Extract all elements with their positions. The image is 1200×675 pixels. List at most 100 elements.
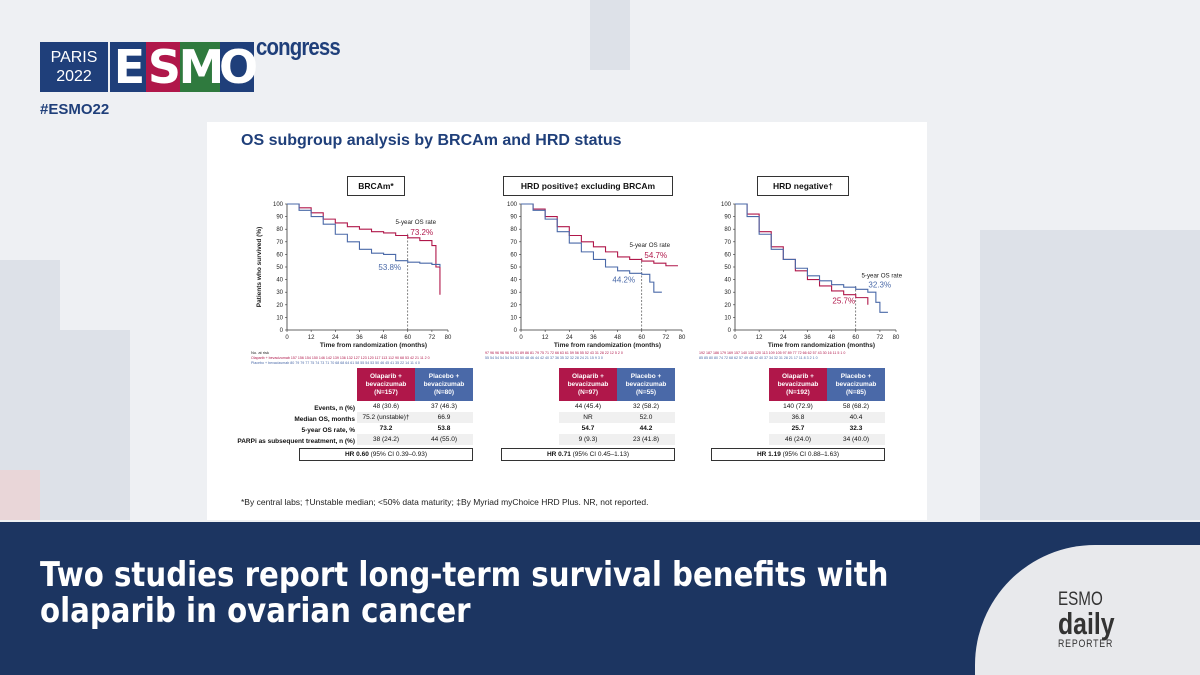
header-placebo: Placebo + bevacizumab (N=55)	[617, 368, 675, 401]
table-row: 54.7 44.2	[559, 423, 675, 434]
y-tick-label: 40	[510, 278, 517, 284]
os-rate-blue-label: 32.3%	[868, 280, 891, 289]
logo-congress-text: congress	[256, 34, 341, 61]
hazard-ratio-value: HR 1.19	[756, 451, 781, 458]
x-tick-label: 12	[756, 335, 763, 341]
table-cell: 53.8	[437, 425, 451, 432]
table-cell: 37 (46.3)	[430, 403, 458, 410]
y-tick-label: 30	[724, 290, 731, 296]
y-tick-label: 30	[510, 290, 517, 296]
y-tick-label: 20	[510, 303, 517, 309]
table-cell: 44 (55.0)	[430, 436, 458, 443]
esmo-letter-e: E	[110, 40, 146, 94]
logo-city: PARIS	[50, 49, 98, 66]
slide-image: OS subgroup analysis by BRCAm and HRD st…	[207, 122, 927, 520]
x-tick-label: 0	[733, 335, 737, 341]
hazard-ratio-value: HR 0.71	[546, 451, 571, 458]
headline-line-1: Two studies report long-term survival be…	[40, 555, 889, 595]
row-label-median-os: Median OS, months	[294, 416, 355, 423]
os-rate-blue-label: 44.2%	[612, 275, 635, 284]
y-tick-label: 80	[724, 227, 731, 233]
table-row: 9 (9.3) 23 (41.8)	[559, 434, 675, 445]
table-row-labels: Events, n (%) Median OS, months 5-year O…	[125, 403, 355, 447]
os-rate-annotation: 5-year OS rate	[395, 219, 436, 226]
x-tick-label: 24	[780, 335, 787, 341]
header-placebo: Placebo + bevacizumab (N=80)	[415, 368, 473, 401]
y-tick-label: 70	[724, 240, 731, 246]
y-tick-label: 50	[724, 265, 731, 271]
y-tick-label: 100	[721, 202, 732, 208]
hazard-ratio: HR 0.60 (95% CI 0.39–0.93)	[299, 448, 473, 461]
table-cell: 32.3	[849, 425, 863, 432]
y-tick-label: 100	[273, 202, 284, 208]
km-plot-1: 0 10 20 30 40 50 60 70 80 90 100 0 12 24 36 48 60 72 80 Tim…	[485, 202, 686, 360]
header-olaparib: Olaparib + bevacizumab (N=192)	[769, 368, 827, 401]
panel-label-1: HRD positive‡ excluding BRCAm	[503, 176, 673, 196]
y-tick-label: 0	[280, 328, 284, 334]
table-cell: 9 (9.3)	[578, 436, 598, 443]
x-axis-label: Time from randomization (months)	[768, 342, 875, 349]
at-risk-row: Placebo + bevacizumab 80 79 79 77 75 74 …	[251, 361, 420, 365]
table-cell: 58 (68.2)	[842, 403, 870, 410]
table-cell: 23 (41.8)	[632, 436, 660, 443]
slide-footnote: *By central labs; †Unstable median; <50%…	[241, 497, 649, 507]
x-tick-label: 36	[804, 335, 811, 341]
table-cell: 140 (72.9)	[783, 403, 813, 410]
table-cell: 46 (24.0)	[784, 436, 812, 443]
row-label-events: Events, n (%)	[314, 405, 355, 412]
hazard-ratio-ci: (95% CI 0.39–0.93)	[368, 451, 428, 458]
os-rate-red-label: 73.2%	[410, 228, 433, 237]
x-tick-label: 0	[285, 335, 289, 341]
at-risk-row: 192 187 186 179 169 157 140 130 120 113 …	[699, 351, 845, 355]
x-tick-label: 0	[519, 335, 523, 341]
esmo-daily-reporter-logo: ESMO daily REPORTER	[1058, 590, 1129, 651]
y-tick-label: 40	[724, 278, 731, 284]
x-tick-label: 12	[542, 335, 549, 341]
hazard-ratio-value: HR 0.60	[344, 451, 369, 458]
x-tick-label: 80	[893, 335, 900, 341]
x-tick-label: 24	[332, 335, 339, 341]
km-series-olaparib	[521, 203, 678, 267]
y-tick-label: 0	[514, 328, 518, 334]
table-row: 38 (24.2) 44 (55.0)	[357, 434, 473, 445]
x-tick-label: 36	[356, 335, 363, 341]
hazard-ratio: HR 0.71 (95% CI 0.45–1.13)	[501, 448, 675, 461]
table-cell: 38 (24.2)	[372, 436, 400, 443]
results-table-2: Olaparib + bevacizumab (N=192) Placebo + …	[711, 368, 885, 461]
y-tick-label: 10	[724, 315, 731, 321]
at-risk-row: 97 96 96 96 96 94 91 89 86 81 79 75 71 7…	[485, 351, 623, 355]
hashtag: #ESMO22	[40, 101, 110, 118]
table-cell: 44.2	[639, 425, 653, 432]
x-tick-label: 60	[852, 335, 859, 341]
table-row: 140 (72.9) 58 (68.2)	[769, 401, 885, 412]
table-cell: 36.8	[791, 414, 805, 421]
x-axis-label: Time from randomization (months)	[320, 342, 427, 349]
x-tick-label: 72	[429, 335, 436, 341]
table-row: 73.2 53.8	[357, 423, 473, 434]
km-series-placebo	[735, 203, 888, 313]
os-rate-blue-label: 53.8%	[378, 263, 401, 272]
km-plot-0: 0 10 20 30 40 50 60 70 80 90 100 0 12 24 36 48 60 72 80 Tim…	[251, 202, 452, 365]
y-axis-label: Patients who survived (%)	[256, 227, 263, 308]
x-tick-label: 72	[663, 335, 670, 341]
x-tick-label: 60	[404, 335, 411, 341]
table-header: Olaparib + bevacizumab (N=97) Placebo + b…	[559, 368, 675, 401]
x-tick-label: 12	[308, 335, 315, 341]
y-tick-label: 90	[510, 215, 517, 221]
table-cell: 44 (45.4)	[574, 403, 602, 410]
table-row: 44 (45.4) 32 (58.2)	[559, 401, 675, 412]
y-tick-label: 20	[276, 303, 283, 309]
table-row: NR 52.0	[559, 412, 675, 423]
table-row: 36.8 40.4	[769, 412, 885, 423]
logo-year: 2022	[56, 68, 92, 85]
os-rate-red-label: 54.7%	[644, 251, 667, 260]
table-cell: 25.7	[791, 425, 805, 432]
y-tick-label: 10	[276, 315, 283, 321]
paris-2022-box: PARIS 2022	[40, 42, 108, 92]
km-series-olaparib	[735, 203, 869, 305]
hazard-ratio-ci: (95% CI 0.45–1.13)	[570, 451, 630, 458]
y-tick-label: 0	[728, 328, 732, 334]
x-tick-label: 60	[638, 335, 645, 341]
table-row: 25.7 32.3	[769, 423, 885, 434]
